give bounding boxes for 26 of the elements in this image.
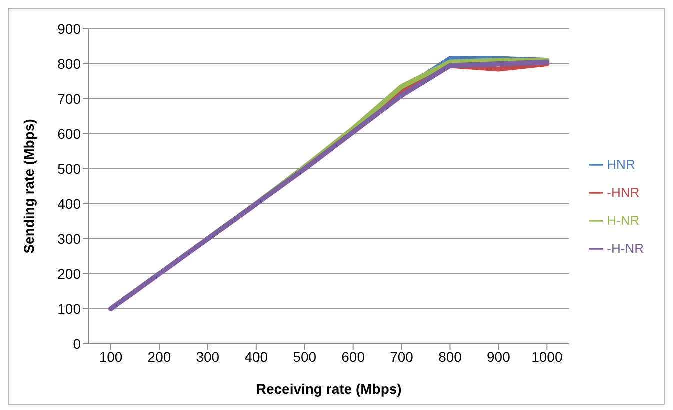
y-tick-label: 600 xyxy=(58,126,82,142)
y-tick-label: 900 xyxy=(58,20,82,37)
legend-label: HNR xyxy=(607,156,636,172)
y-tick-label: 200 xyxy=(58,266,82,282)
y-tick-label: 100 xyxy=(58,300,82,317)
y-tick-label: 500 xyxy=(58,160,82,177)
x-tick-label: 300 xyxy=(196,348,220,365)
y-tick-label: 300 xyxy=(58,230,82,247)
x-tick-label: 500 xyxy=(293,348,317,365)
legend-label: -HNR xyxy=(607,184,640,200)
x-tick-label: 700 xyxy=(390,348,414,365)
y-axis-title: Sending rate (Mbps) xyxy=(20,119,37,254)
x-tick-label: 900 xyxy=(487,348,511,365)
x-tick-label: 800 xyxy=(438,348,462,365)
legend-label: H-NR xyxy=(607,212,640,228)
y-tick-label: 0 xyxy=(73,336,82,352)
x-tick-label: 200 xyxy=(148,348,172,365)
x-tick-label: 600 xyxy=(342,348,366,365)
y-tick-label: 800 xyxy=(58,56,82,72)
y-tick-label: 700 xyxy=(58,90,82,107)
y-tick-label: 400 xyxy=(58,196,82,212)
x-tick-label: 400 xyxy=(244,348,268,365)
x-tick-label: 1000 xyxy=(532,348,563,365)
x-tick-label: 100 xyxy=(99,348,123,365)
x-axis-title: Receiving rate (Mbps) xyxy=(256,381,402,397)
legend-label: -H-NR xyxy=(607,240,644,256)
